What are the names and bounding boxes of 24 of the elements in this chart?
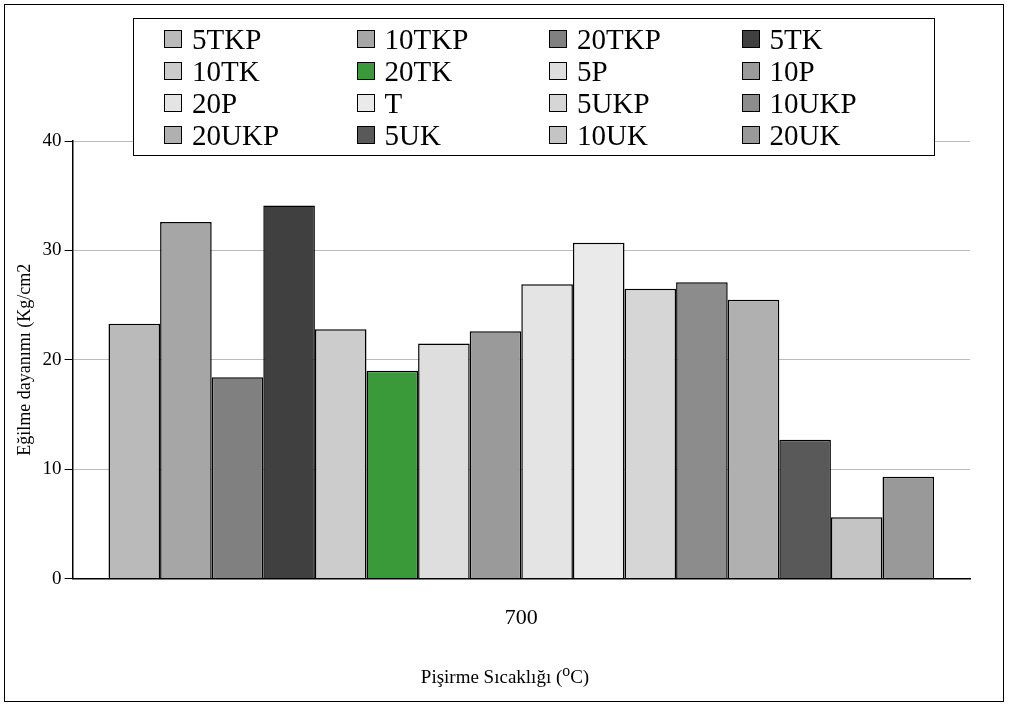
y-tick-label: 40 <box>42 128 62 150</box>
y-tick-label: 30 <box>42 238 62 260</box>
legend-label: 10TK <box>192 55 260 87</box>
y-tick-label: 0 <box>52 566 62 588</box>
legend-label: 20UK <box>769 119 841 151</box>
legend-label: 10P <box>769 55 815 87</box>
legend-label: T <box>384 87 403 119</box>
y-axis-title: Eğilme dayanımı (Kg/cm2 <box>13 263 35 456</box>
legend-label: 10UK <box>577 119 648 151</box>
legend-label: 5UK <box>384 119 441 151</box>
legend-label: 20TKP <box>577 23 661 55</box>
legend-label: 20TK <box>384 55 453 87</box>
x-axis-title: Pişirme Sıcaklığı ($^{o}$C) <box>419 662 591 689</box>
legend-label: 10UKP <box>769 87 857 119</box>
legend-label: 5UKP <box>577 87 650 119</box>
legend-label: 5P <box>577 55 608 87</box>
legend-label: 5TK <box>769 23 823 55</box>
legend-label: 20UKP <box>192 119 280 151</box>
legend-label: 10TKP <box>384 23 469 55</box>
x-tick-label: 700 <box>504 603 538 629</box>
legend-label: 5TKP <box>192 23 262 55</box>
y-tick-label: 20 <box>42 347 62 369</box>
legend-label: 20P <box>192 87 238 119</box>
y-tick-label: 10 <box>42 457 62 479</box>
